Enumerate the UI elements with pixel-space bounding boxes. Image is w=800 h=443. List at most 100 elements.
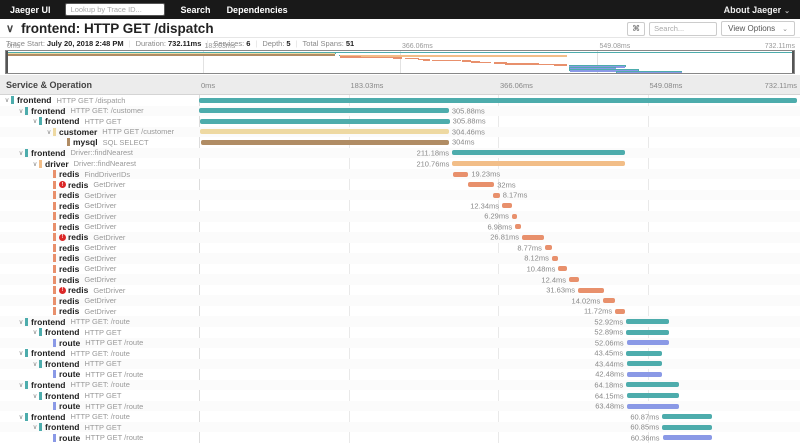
- span-timeline-cell[interactable]: 11.72ms: [199, 306, 800, 317]
- span-bar[interactable]: [199, 97, 797, 103]
- span-name-cell[interactable]: redis GetDriver: [0, 211, 199, 222]
- span-name-cell[interactable]: ∨ customer HTTP GET /customer: [0, 127, 199, 138]
- span-row[interactable]: ∨ frontend HTTP GET /dispatch: [0, 95, 800, 106]
- span-name-cell[interactable]: ∨ frontend HTTP GET: [0, 390, 199, 401]
- span-row[interactable]: ∨ frontend HTTP GET 52.89ms: [0, 327, 800, 338]
- span-bar[interactable]: [452, 150, 625, 156]
- jaeger-ui-logo[interactable]: Jaeger UI: [10, 4, 51, 15]
- span-timeline-cell[interactable]: [199, 95, 800, 106]
- span-row[interactable]: redis GetDriver 6.98ms: [0, 222, 800, 233]
- chevron-down-icon[interactable]: ∨: [46, 128, 52, 136]
- span-timeline-cell[interactable]: 6.29ms: [199, 211, 800, 222]
- view-options-button[interactable]: View Options ⌄: [721, 21, 795, 36]
- span-timeline-cell[interactable]: 43.44ms: [199, 359, 800, 370]
- span-bar[interactable]: [493, 192, 500, 198]
- span-row[interactable]: route HTTP GET /route 42.48ms: [0, 369, 800, 380]
- span-bar[interactable]: [199, 108, 449, 114]
- span-name-cell[interactable]: ∨ driver Driver::findNearest: [0, 158, 199, 169]
- span-row[interactable]: redis GetDriver 10.48ms: [0, 264, 800, 275]
- span-name-cell[interactable]: ∨ frontend HTTP GET: [0, 359, 199, 370]
- span-bar[interactable]: [544, 245, 553, 251]
- span-bar[interactable]: [199, 118, 450, 124]
- span-bar[interactable]: [626, 393, 679, 399]
- span-row[interactable]: redis GetDriver 8.12ms: [0, 253, 800, 264]
- span-name-cell[interactable]: ∨ frontend HTTP GET: [0, 422, 199, 433]
- span-row[interactable]: ∨ frontend HTTP GET 64.15ms: [0, 390, 800, 401]
- nav-item-search[interactable]: Search: [180, 4, 211, 15]
- span-row[interactable]: ∨ driver Driver::findNearest 210.76ms: [0, 158, 800, 169]
- span-row[interactable]: redis GetDriver 14.02ms: [0, 295, 800, 306]
- span-row[interactable]: redis FindDriverIDs 19.23ms: [0, 168, 800, 180]
- chevron-down-icon[interactable]: ∨: [18, 381, 24, 389]
- chevron-down-icon[interactable]: ∨: [32, 329, 38, 337]
- span-row[interactable]: ∨ frontend HTTP GET 43.44ms: [0, 358, 800, 370]
- chevron-down-icon[interactable]: ∨: [18, 149, 24, 157]
- about-jaeger-menu[interactable]: About Jaeger ⌄: [723, 4, 790, 15]
- span-name-cell[interactable]: ∨ frontend HTTP GET: /route: [0, 411, 199, 422]
- keyboard-shortcut-button[interactable]: ⌘: [627, 21, 646, 36]
- trace-search-input[interactable]: [649, 21, 718, 36]
- span-row[interactable]: ∨ frontend Driver::findNearest 211.18ms: [0, 147, 800, 159]
- span-bar[interactable]: [626, 350, 662, 356]
- span-bar[interactable]: [603, 298, 615, 304]
- chevron-down-icon[interactable]: ∨: [32, 392, 38, 400]
- span-bar[interactable]: [626, 361, 663, 367]
- span-bar[interactable]: [627, 403, 679, 409]
- span-row[interactable]: ∨ frontend HTTP GET 60.85ms: [0, 421, 800, 433]
- span-timeline-cell[interactable]: 32ms: [199, 179, 800, 190]
- chevron-down-icon[interactable]: ∨: [32, 160, 38, 168]
- span-row[interactable]: ! redis GetDriver 32ms: [0, 179, 800, 190]
- span-row[interactable]: route HTTP GET /route 63.48ms: [0, 400, 800, 412]
- chevron-down-icon[interactable]: ∨: [32, 424, 38, 432]
- span-bar[interactable]: [452, 161, 625, 167]
- span-row[interactable]: ∨ frontend HTTP GET 305.88ms: [0, 116, 800, 127]
- span-bar[interactable]: [569, 277, 580, 283]
- span-name-cell[interactable]: ∨ frontend HTTP GET /dispatch: [0, 95, 199, 106]
- span-bar[interactable]: [662, 435, 712, 441]
- span-bar[interactable]: [200, 139, 449, 145]
- span-bar[interactable]: [511, 213, 517, 219]
- span-row[interactable]: ∨ customer HTTP GET /customer 304.46ms: [0, 126, 800, 138]
- span-timeline-cell[interactable]: 12.34ms: [199, 200, 800, 211]
- span-bar[interactable]: [515, 224, 521, 230]
- span-name-cell[interactable]: redis GetDriver: [0, 274, 199, 285]
- span-row[interactable]: mysql SQL SELECT 304ms: [0, 137, 800, 148]
- span-timeline-cell[interactable]: 210.76ms: [199, 158, 800, 169]
- span-bar[interactable]: [522, 234, 544, 240]
- span-name-cell[interactable]: ∨ frontend HTTP GET: /customer: [0, 106, 199, 117]
- span-name-cell[interactable]: redis GetDriver: [0, 253, 199, 264]
- chevron-down-icon[interactable]: ∨: [32, 118, 38, 126]
- span-row[interactable]: ∨ frontend HTTP GET: /route 52.92ms: [0, 316, 800, 327]
- span-timeline-cell[interactable]: 10.48ms: [199, 264, 800, 275]
- span-timeline-cell[interactable]: 60.36ms: [199, 432, 800, 443]
- span-row[interactable]: ! redis GetDriver 31.63ms: [0, 285, 800, 296]
- span-timeline-cell[interactable]: 8.12ms: [199, 253, 800, 264]
- span-bar[interactable]: [626, 329, 670, 335]
- span-row[interactable]: redis GetDriver 8.77ms: [0, 243, 800, 254]
- span-bar[interactable]: [551, 255, 559, 261]
- span-name-cell[interactable]: ! redis GetDriver: [0, 179, 199, 190]
- chevron-down-icon[interactable]: ∨: [18, 318, 24, 326]
- chevron-down-icon[interactable]: ∨: [4, 97, 10, 105]
- span-bar[interactable]: [468, 182, 495, 188]
- span-name-cell[interactable]: route HTTP GET /route: [0, 401, 199, 412]
- span-name-cell[interactable]: redis GetDriver: [0, 222, 199, 233]
- span-timeline-cell[interactable]: 8.77ms: [199, 243, 800, 254]
- span-bar[interactable]: [662, 414, 712, 420]
- span-row[interactable]: route HTTP GET /route 60.36ms: [0, 432, 800, 443]
- span-timeline-cell[interactable]: 60.85ms: [199, 422, 800, 433]
- span-timeline-cell[interactable]: 52.89ms: [199, 327, 800, 338]
- span-bar[interactable]: [626, 382, 679, 388]
- span-bar[interactable]: [452, 171, 469, 177]
- span-row[interactable]: redis GetDriver 12.34ms: [0, 200, 800, 211]
- span-name-cell[interactable]: redis GetDriver: [0, 306, 199, 317]
- span-row[interactable]: redis GetDriver 6.29ms: [0, 211, 800, 222]
- span-name-cell[interactable]: redis GetDriver: [0, 200, 199, 211]
- span-row[interactable]: ∨ frontend HTTP GET: /route 60.87ms: [0, 411, 800, 422]
- span-timeline-cell[interactable]: 52.06ms: [199, 338, 800, 349]
- span-timeline-cell[interactable]: 64.18ms: [199, 380, 800, 391]
- span-timeline-cell[interactable]: 211.18ms: [199, 148, 800, 159]
- span-name-cell[interactable]: mysql SQL SELECT: [0, 137, 199, 148]
- span-timeline-cell[interactable]: 60.87ms: [199, 411, 800, 422]
- span-row[interactable]: ∨ frontend HTTP GET: /route 43.45ms: [0, 348, 800, 359]
